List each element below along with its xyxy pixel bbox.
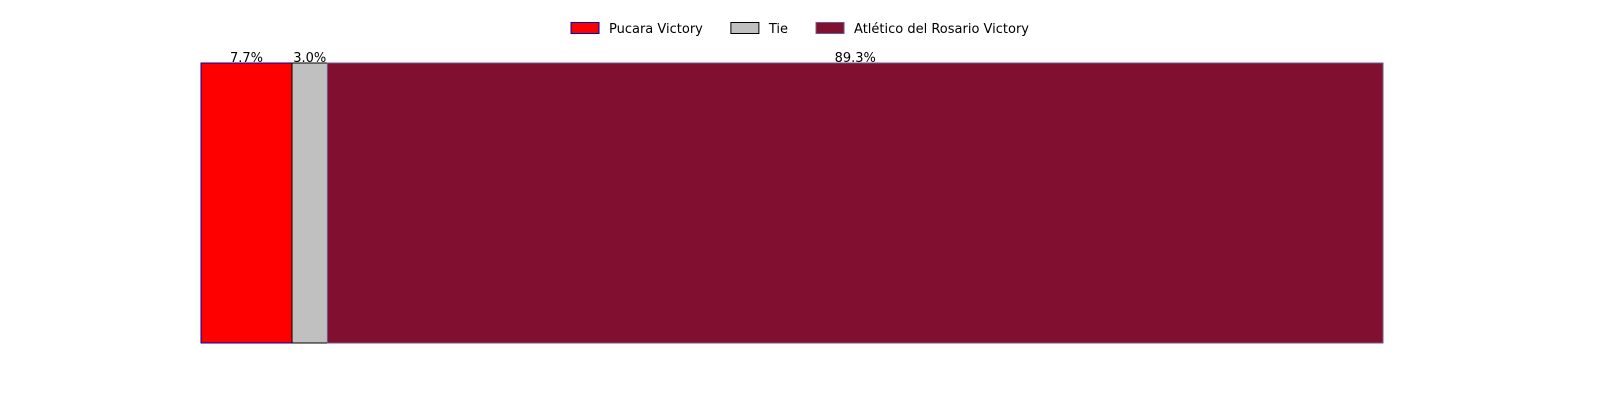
- legend-swatch-1: [570, 22, 600, 34]
- legend-swatch-3: [815, 22, 845, 34]
- bar-group: [200, 62, 1384, 344]
- data-label-2: 3.0%: [293, 51, 326, 66]
- bar-segment-3: [326, 62, 1384, 344]
- bar-segment-2: [291, 62, 328, 344]
- legend: Pucara Victory Tie Atlético del Rosario Vi…: [570, 22, 1029, 37]
- legend-label-1: Pucara Victory: [609, 22, 703, 37]
- data-label-3: 89.3%: [835, 51, 876, 66]
- legend-swatch-2: [730, 22, 760, 34]
- legend-label-2: Tie: [768, 22, 788, 37]
- bar-segment-1: [200, 62, 293, 344]
- legend-label-3: Atlético del Rosario Victory: [854, 22, 1029, 37]
- data-label-group: 7.7% 3.0% 89.3%: [230, 51, 876, 66]
- data-label-1: 7.7%: [230, 51, 263, 66]
